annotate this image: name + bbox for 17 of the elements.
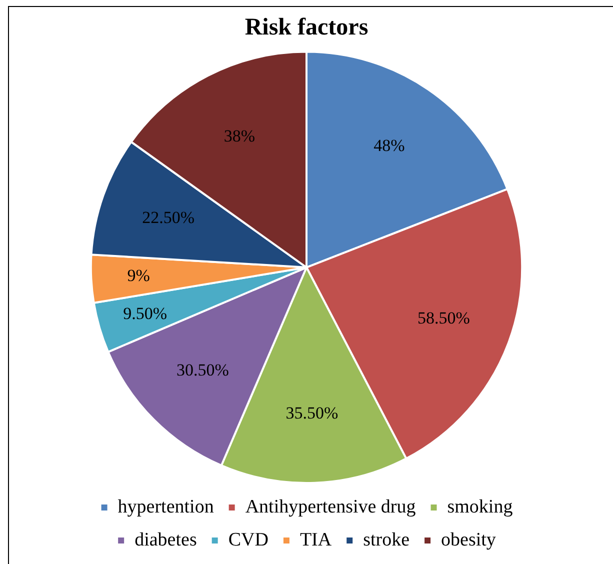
- legend-label: hypertention: [118, 496, 214, 518]
- data-label: 30.50%: [176, 360, 229, 380]
- legend-label: diabetes: [134, 529, 197, 550]
- legend-label: Antihypertensive drug: [245, 496, 416, 518]
- legend-label: smoking: [447, 496, 514, 518]
- legend-label: stroke: [363, 529, 410, 550]
- data-label: 22.50%: [142, 208, 195, 227]
- data-label: 48%: [374, 136, 405, 155]
- data-label: 9%: [127, 266, 150, 285]
- data-label: 38%: [224, 126, 256, 146]
- legend-label: obesity: [441, 529, 496, 550]
- data-label: 35.50%: [286, 403, 338, 422]
- legend-label: TIA: [300, 529, 332, 550]
- data-label: 58.50%: [418, 308, 470, 328]
- data-label: 9.50%: [123, 304, 168, 324]
- legend-label: CVD: [228, 529, 268, 550]
- chart-title: Risk factors: [244, 14, 368, 41]
